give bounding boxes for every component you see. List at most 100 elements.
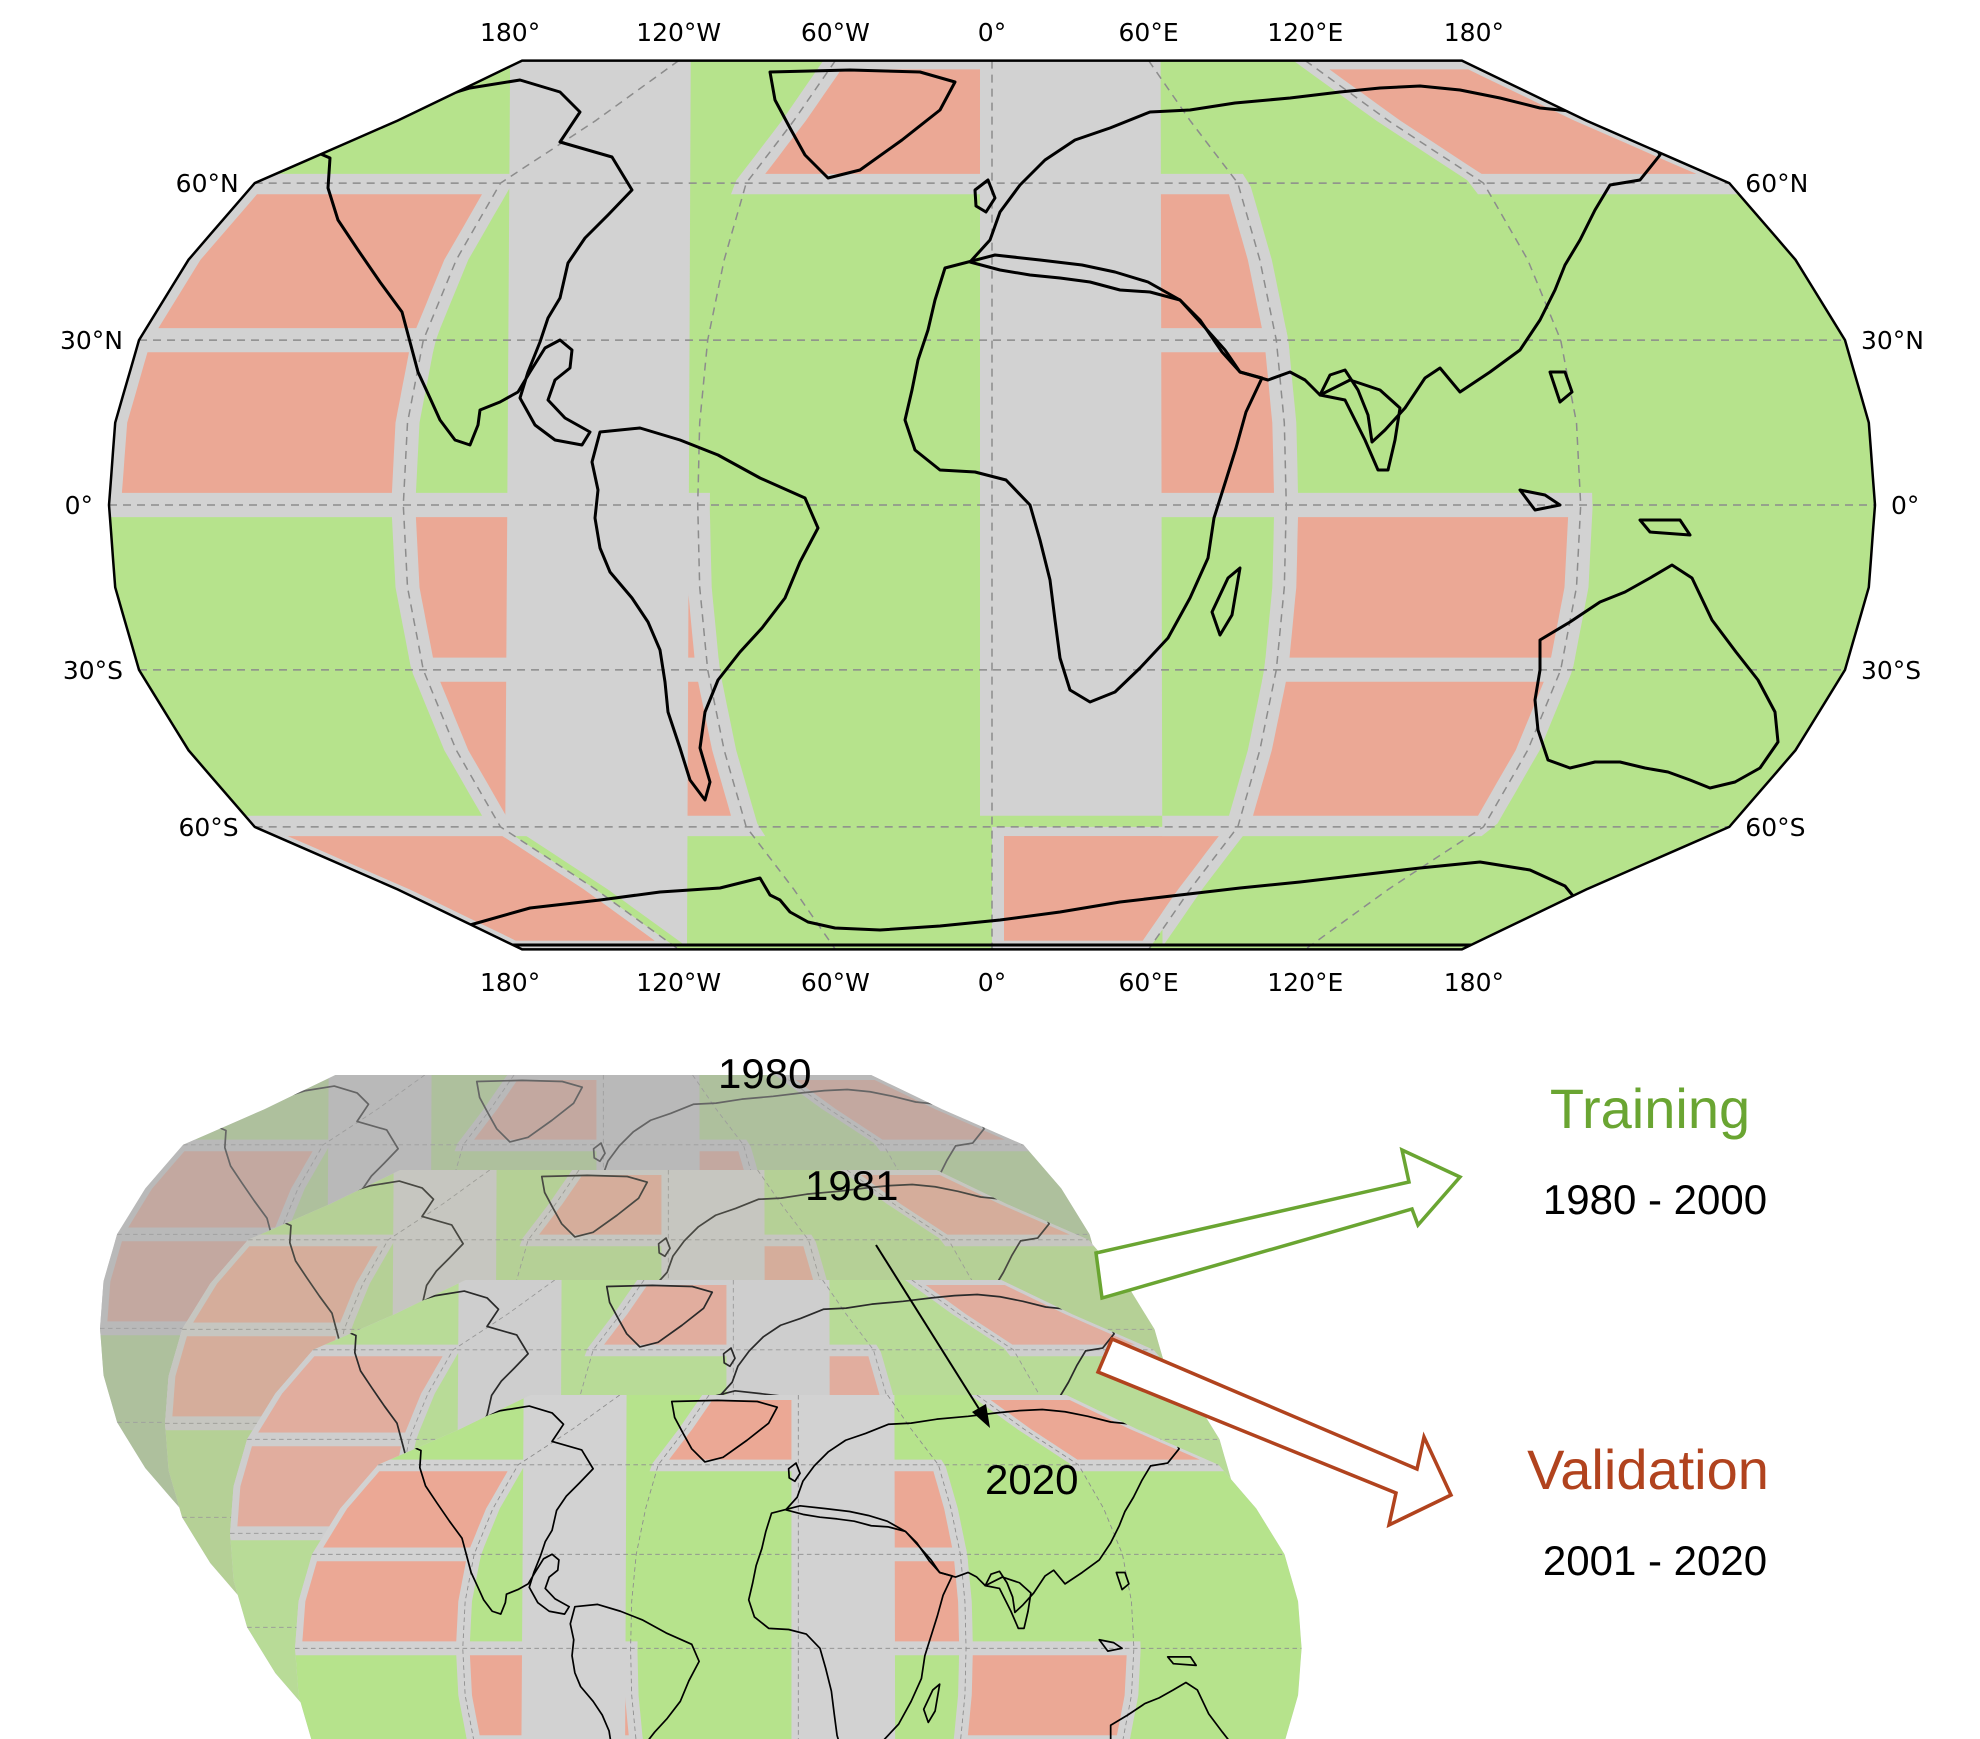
- region-tile: [1305, 826, 1730, 950]
- training-label: Training: [1550, 1077, 1750, 1140]
- year-label-last: 2020: [985, 1456, 1078, 1503]
- lat-label-left: 30°N: [60, 326, 123, 355]
- meridian-line: [1304, 60, 1582, 950]
- region-tile: [139, 669, 501, 827]
- region-tile: [1483, 183, 1845, 341]
- region-tile: [636, 1464, 799, 1555]
- region-tile: [860, 1175, 1070, 1235]
- map-outline: [107, 59, 1877, 951]
- training-arrow: [1094, 1146, 1463, 1301]
- region-tile: [604, 1285, 727, 1345]
- region-tile: [967, 1655, 1127, 1736]
- yearly-map-layer: [294, 1394, 1302, 1739]
- meridian-line: [696, 60, 837, 950]
- region-tile: [1289, 517, 1569, 658]
- axis-labels: 180° 180° 120°W 120°W 60°W 60°W 0° 0° 60°E 60°E 12…: [60, 18, 1924, 997]
- lon-label-top: 60°E: [1119, 18, 1179, 47]
- validation-label: Validation: [1527, 1438, 1769, 1501]
- lat-label-left: 30°S: [63, 656, 123, 685]
- lon-label-bottom: 60°W: [801, 968, 870, 997]
- stack-grid: [294, 1394, 1302, 1739]
- lon-label-bottom: 180°: [1444, 968, 1504, 997]
- region-tile: [1253, 681, 1544, 816]
- world-map: 180° 180° 120°W 120°W 60°W 60°W 0° 0° 60°E 60°E 12…: [60, 18, 1924, 997]
- region-border: [791, 1394, 948, 1739]
- graticule: [109, 60, 1875, 950]
- map-frame: [107, 59, 1877, 951]
- region-tiles: [109, 60, 1875, 950]
- region-border: [233, 60, 691, 947]
- region-tile: [323, 1471, 508, 1548]
- year-label-second: 1981: [805, 1162, 898, 1209]
- lon-label-top: 60°W: [801, 18, 870, 47]
- meridian-line: [887, 1394, 967, 1739]
- region-tile: [1148, 60, 1484, 184]
- region-tile: [887, 1394, 1079, 1465]
- timeline-arrow-line: [875, 1244, 982, 1413]
- lat-label-right: 60°S: [1745, 813, 1805, 842]
- region-tile: [258, 1356, 443, 1433]
- region-tile: [925, 1285, 1135, 1345]
- region-tile: [630, 1554, 799, 1649]
- region-tile: [294, 1648, 475, 1739]
- yearly-map-stack: [99, 1074, 1302, 1739]
- region-tile: [158, 194, 483, 329]
- region-tile: [707, 183, 992, 341]
- stack-regions: [294, 1394, 1302, 1739]
- region-tile: [1078, 1464, 1285, 1555]
- region-tile: [669, 1400, 792, 1460]
- timeline-arrow-head: [972, 1404, 990, 1428]
- meridian-line: [462, 1394, 620, 1739]
- region-tile: [822, 1279, 1014, 1350]
- lon-label-top: 120°E: [1267, 18, 1343, 47]
- region-tile: [1148, 826, 1484, 950]
- lat-label-right: 60°N: [1745, 169, 1808, 198]
- region-tile: [539, 1175, 662, 1235]
- meridian-line: [1147, 60, 1288, 950]
- region-tile: [1004, 836, 1219, 941]
- region-tile: [1237, 183, 1561, 341]
- lon-label-bottom: 60°E: [1119, 968, 1179, 997]
- region-tile: [757, 1169, 949, 1240]
- region-tile: [1122, 1554, 1302, 1649]
- region-border: [980, 60, 1253, 947]
- region-tile: [109, 505, 424, 670]
- lat-label-right: 0°: [1891, 491, 1919, 520]
- region-tile: [302, 1561, 466, 1642]
- meridian-line: [402, 60, 680, 950]
- region-tile: [287, 836, 655, 941]
- meridian-line: [630, 1394, 710, 1739]
- lon-label-top: 180°: [1444, 18, 1504, 47]
- training-range: 1980 - 2000: [1543, 1176, 1767, 1223]
- region-tile: [765, 69, 980, 174]
- region-tile: [1560, 505, 1875, 670]
- lat-label-left: 60°N: [176, 169, 239, 198]
- lon-label-bottom: 120°E: [1267, 968, 1343, 997]
- validation-range: 2001 - 2020: [1543, 1537, 1767, 1584]
- lon-label-bottom: 120°W: [636, 968, 721, 997]
- region-tile: [746, 826, 992, 950]
- region-tile: [697, 505, 992, 670]
- region-tile: [707, 669, 992, 827]
- region-tile: [1122, 1648, 1302, 1739]
- region-border: [927, 1735, 1131, 1739]
- lat-label-left: 0°: [65, 491, 93, 520]
- lon-label-bottom: 180°: [480, 968, 540, 997]
- lon-label-top: 180°: [480, 18, 540, 47]
- region-tile: [121, 352, 410, 493]
- year-label-first: 1980: [718, 1050, 811, 1097]
- region-tile: [630, 1648, 799, 1739]
- region-tile: [1560, 340, 1875, 505]
- region-tile: [990, 1400, 1200, 1460]
- region-tile: [960, 1554, 1134, 1649]
- lat-label-right: 30°S: [1861, 656, 1921, 685]
- region-tile: [1483, 669, 1845, 827]
- region-tile: [697, 340, 992, 505]
- lon-label-top: 0°: [978, 18, 1006, 47]
- region-tile: [193, 1246, 378, 1323]
- region-tile: [938, 1464, 1123, 1555]
- region-border: [365, 1394, 627, 1739]
- meridian-line: [976, 1394, 1135, 1739]
- lon-label-bottom: 0°: [978, 968, 1006, 997]
